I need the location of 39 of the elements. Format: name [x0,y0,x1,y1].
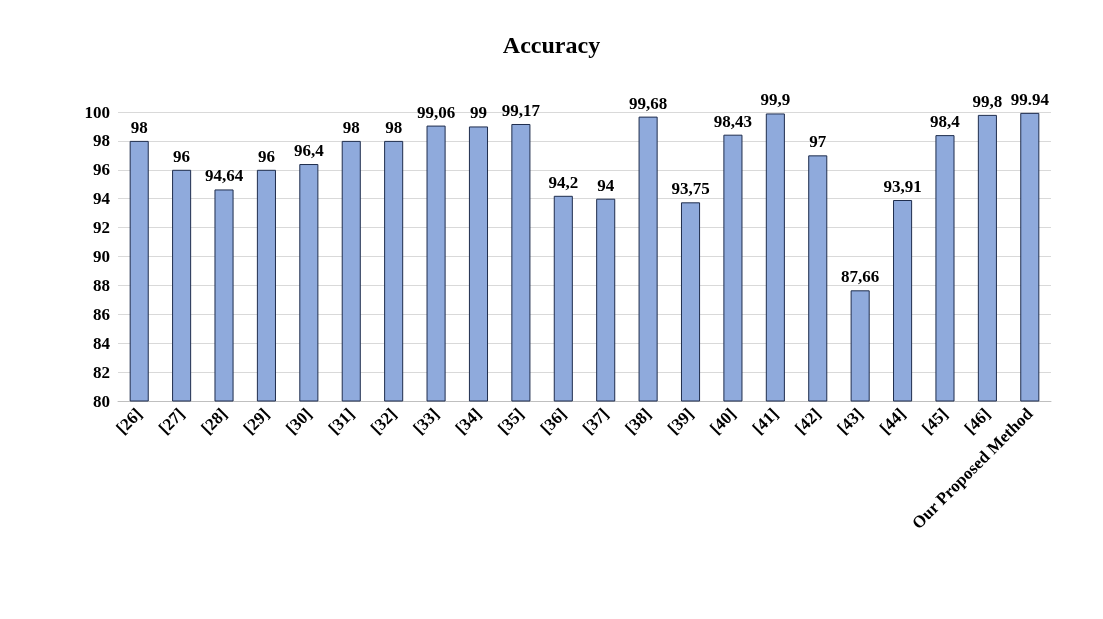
y-tick-label: 96 [93,160,110,180]
y-tick-label: 92 [93,218,110,238]
data-label: 99,68 [628,93,668,113]
data-label: 93,75 [671,179,710,199]
data-label: 98,43 [713,111,753,131]
data-label: 87,66 [841,267,880,287]
y-tick-label: 98 [93,131,110,151]
y-tick-label: 84 [93,333,111,353]
y-tick-label: 88 [93,275,110,295]
x-tick-label: [34] [451,404,486,438]
data-label: 99,9 [760,90,791,110]
data-label: 94,64 [204,166,244,186]
data-label: 98 [342,117,360,137]
data-label: 96 [173,146,191,166]
x-tick-label: [31] [324,404,358,438]
data-label: 98 [130,117,148,137]
data-label: 94 [597,175,615,195]
x-tick-label: [29] [239,404,274,438]
data-label: 93,91 [883,177,922,196]
data-label: 98,4 [930,112,961,132]
x-tick-label: [41] [748,404,783,438]
x-tick-label: [36] [536,404,571,438]
y-tick-label: 90 [93,247,110,266]
data-label: 99,8 [972,91,1003,111]
data-label: 94,2 [548,172,579,192]
data-label: 97 [809,132,827,152]
data-label: 99,06 [416,102,456,122]
y-tick-label: 100 [84,102,110,122]
chart-title: Accuracy [502,32,601,58]
data-label: 96,4 [293,141,325,161]
data-label: 99,17 [501,100,541,120]
y-tick-label: 86 [93,304,110,324]
data-label: 98 [385,117,403,137]
data-label: 99.94 [1010,89,1050,109]
y-tick-label: 82 [93,362,110,382]
data-label: 96 [257,146,275,166]
y-tick-label: 94 [93,189,111,209]
y-tick-label: 80 [93,391,110,411]
data-label: 99 [469,103,487,123]
